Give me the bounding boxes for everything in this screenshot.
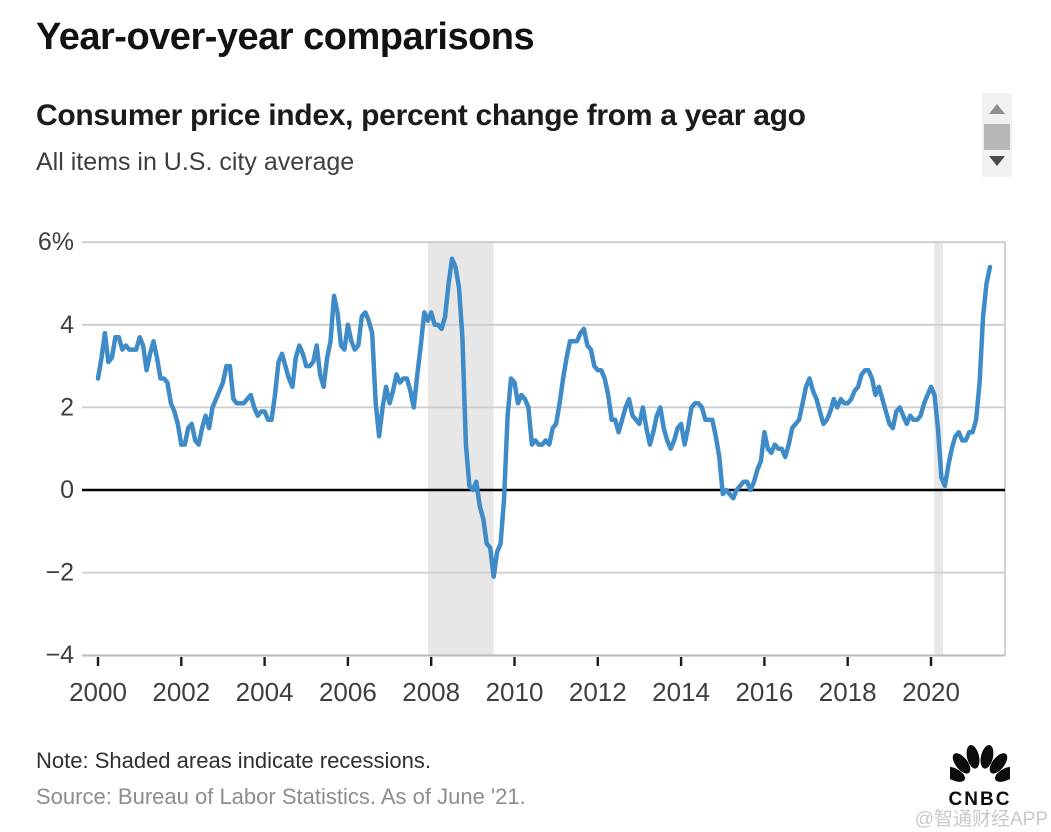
x-tick-label: 2020	[902, 677, 960, 707]
scrollbar-thumb[interactable]	[984, 124, 1010, 150]
y-tick-label: −4	[45, 641, 74, 669]
page-title: Year-over-year comparisons	[36, 16, 535, 58]
cnbc-peacock-icon	[942, 745, 1018, 782]
chart-title: Consumer price index, percent change fro…	[36, 99, 806, 132]
x-tick-label: 2014	[652, 677, 710, 707]
x-tick-label: 2002	[152, 677, 210, 707]
cnbc-wordmark: CNBC	[948, 789, 1012, 810]
chart-note: Note: Shaded areas indicate recessions.	[36, 748, 432, 773]
chart-source: Source: Bureau of Labor Statistics. As o…	[36, 784, 526, 809]
x-tick-label: 2006	[319, 677, 377, 707]
y-tick-label: 6%	[38, 228, 74, 256]
y-tick-label: −2	[45, 559, 74, 587]
y-tick-label: 0	[60, 476, 74, 504]
x-tick-label: 2004	[236, 677, 294, 707]
cnbc-logo: CNBC	[942, 745, 1018, 811]
y-tick-label: 4	[60, 311, 74, 339]
x-tick-label: 2012	[569, 677, 627, 707]
watermark: @智通财经APP	[914, 809, 1048, 830]
x-tick-label: 2008	[402, 677, 460, 707]
scroll-up-icon[interactable]	[989, 104, 1005, 114]
x-tick-label: 2000	[69, 677, 127, 707]
x-tick-label: 2010	[486, 677, 544, 707]
x-tick-label: 2018	[819, 677, 877, 707]
x-tick-label: 2016	[735, 677, 793, 707]
scroll-down-icon[interactable]	[989, 156, 1005, 166]
chart-description: All items in U.S. city average	[36, 148, 355, 176]
y-tick-label: 2	[60, 393, 74, 421]
cpi-line-series	[95, 256, 993, 579]
